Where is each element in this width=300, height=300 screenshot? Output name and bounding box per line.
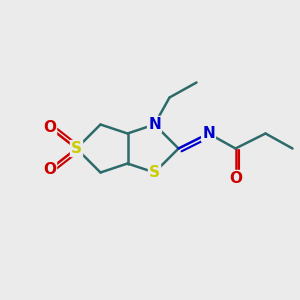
Text: N: N xyxy=(148,117,161,132)
Text: O: O xyxy=(229,171,242,186)
Text: O: O xyxy=(43,162,56,177)
Text: S: S xyxy=(71,141,82,156)
Text: O: O xyxy=(43,120,56,135)
Text: S: S xyxy=(149,165,160,180)
Text: N: N xyxy=(202,126,215,141)
